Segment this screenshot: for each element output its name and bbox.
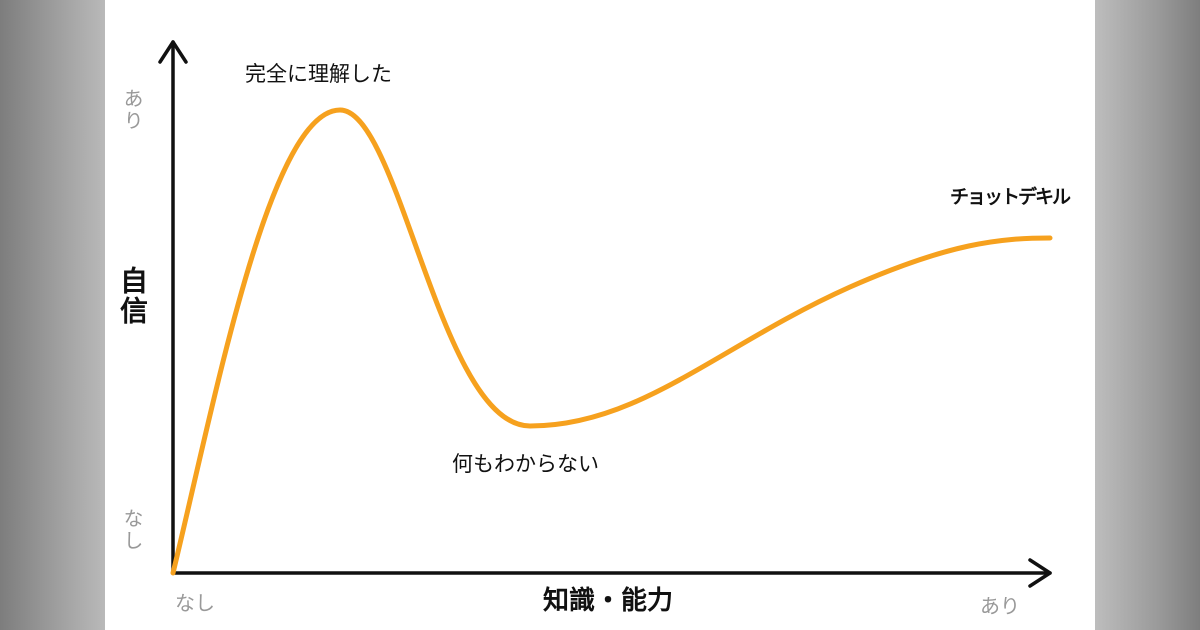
y-axis-arrow: [158, 40, 188, 64]
blurred-background: [1095, 0, 1200, 630]
blurred-background: [0, 0, 105, 630]
plateau-annotation: チョットデキル: [950, 186, 1071, 208]
x-axis-start-label: なし: [175, 591, 215, 615]
y-axis-title: 自信: [116, 266, 149, 326]
diagram-panel: [105, 0, 1095, 630]
x-axis-end-label: あり: [980, 594, 1020, 618]
confidence-curve: [170, 107, 1053, 576]
x-axis-title: 知識・能力: [543, 586, 674, 616]
x-axis-arrow: [1028, 558, 1052, 588]
y-axis-bottom-label: なし: [120, 508, 144, 552]
valley-annotation: 何もわからない: [452, 452, 599, 476]
peak-annotation: 完全に理解した: [245, 62, 392, 86]
y-axis-top-label: あり: [120, 88, 144, 132]
